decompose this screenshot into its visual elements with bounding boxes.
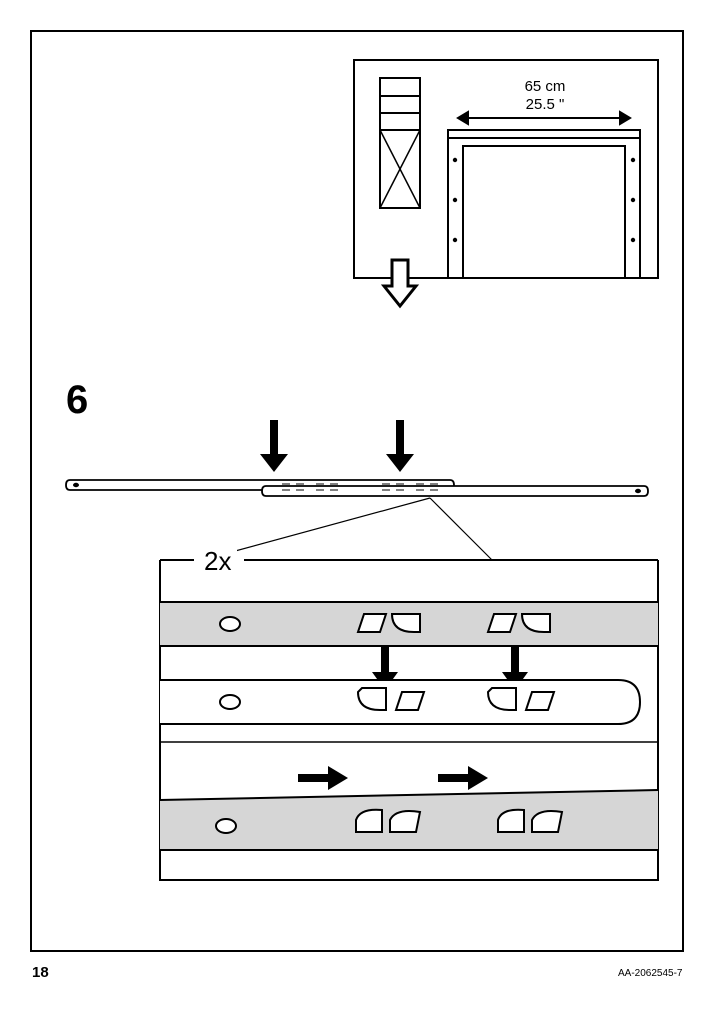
overlapping-rails — [66, 480, 648, 496]
document-id: AA-2062545-7 — [618, 968, 683, 979]
detail-rail-top — [160, 602, 658, 646]
down-arrow-icon — [260, 420, 288, 472]
right-arrow-icon — [438, 766, 488, 790]
callout-lines — [202, 498, 492, 560]
down-arrow-icon — [386, 420, 414, 472]
detail-right-arrows — [298, 766, 488, 790]
top-down-arrows — [260, 420, 414, 472]
quantity-label: 2x — [198, 546, 237, 577]
detail-rail-mid — [160, 680, 640, 724]
step-diagram-svg — [0, 0, 714, 900]
page-number: 18 — [32, 964, 49, 981]
right-arrow-icon — [298, 766, 348, 790]
detail-rail-bottom — [160, 790, 658, 850]
